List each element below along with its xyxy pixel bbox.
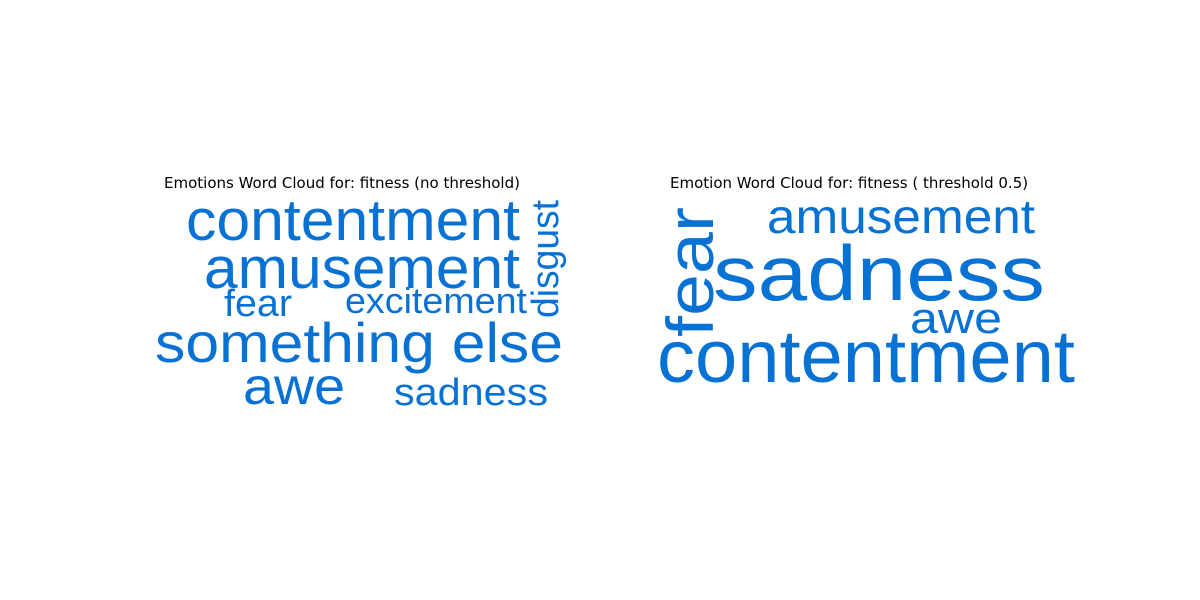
chart-title-right: Emotion Word Cloud for: fitness ( thresh…: [670, 174, 1029, 192]
word-sadness: sadness: [713, 229, 1045, 317]
word-awe: awe: [243, 358, 345, 416]
word-disgust: disgust: [525, 200, 567, 318]
word-excitement: excitement: [345, 280, 527, 321]
word-amusement: amusement: [767, 191, 1035, 244]
word-contentment: contentment: [186, 188, 520, 253]
word-contentment: contentment: [657, 315, 1075, 398]
chart-title-left: Emotions Word Cloud for: fitness (no thr…: [164, 174, 520, 192]
word-fear: fear: [653, 207, 727, 337]
word-fear: fear: [224, 283, 292, 325]
word-something-else: something else: [155, 311, 563, 374]
word-sadness: sadness: [394, 372, 548, 414]
word-awe: awe: [910, 294, 1002, 343]
word-amusement: amusement: [204, 236, 520, 301]
